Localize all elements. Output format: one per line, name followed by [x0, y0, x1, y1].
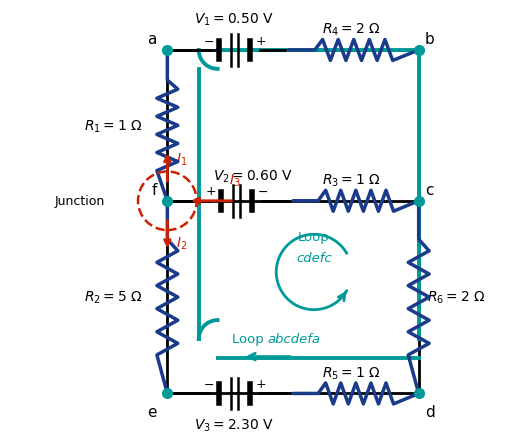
Text: $I_2$: $I_2$ [176, 235, 187, 251]
Text: b: b [425, 32, 435, 47]
Text: $V_3 = 2.30$ V: $V_3 = 2.30$ V [195, 417, 274, 433]
Text: $+$: $+$ [204, 185, 216, 198]
Text: $V_1 = 0.50$ V: $V_1 = 0.50$ V [195, 11, 274, 28]
Text: f: f [152, 182, 157, 197]
Text: Loop: Loop [298, 230, 330, 243]
Text: $+$: $+$ [255, 377, 266, 390]
Text: Junction: Junction [54, 195, 104, 208]
Text: Loop: Loop [232, 333, 268, 346]
Text: a: a [147, 32, 157, 47]
Text: $-$: $-$ [202, 35, 214, 47]
Text: $-$: $-$ [257, 185, 268, 198]
Text: $+$: $+$ [255, 35, 266, 47]
Text: $R_6 = 2\ \Omega$: $R_6 = 2\ \Omega$ [427, 289, 486, 306]
Text: $I_1$: $I_1$ [176, 151, 187, 168]
Text: d: d [425, 404, 435, 419]
Text: c: c [425, 182, 433, 197]
Text: $R_2 = 5\ \Omega$: $R_2 = 5\ \Omega$ [84, 289, 142, 306]
Text: abcdefa: abcdefa [268, 333, 321, 346]
Text: $V_2 = 0.60$ V: $V_2 = 0.60$ V [213, 168, 293, 184]
Text: $R_3 = 1\ \Omega$: $R_3 = 1\ \Omega$ [322, 172, 381, 189]
Text: $R_1 = 1\ \Omega$: $R_1 = 1\ \Omega$ [84, 118, 142, 134]
Text: e: e [147, 404, 157, 419]
Text: $R_4 = 2\ \Omega$: $R_4 = 2\ \Omega$ [322, 22, 381, 38]
Text: $I_3$: $I_3$ [229, 172, 240, 189]
Text: $R_5 = 1\ \Omega$: $R_5 = 1\ \Omega$ [322, 365, 381, 381]
Text: cdefc: cdefc [296, 251, 332, 264]
Text: $-$: $-$ [202, 377, 214, 390]
